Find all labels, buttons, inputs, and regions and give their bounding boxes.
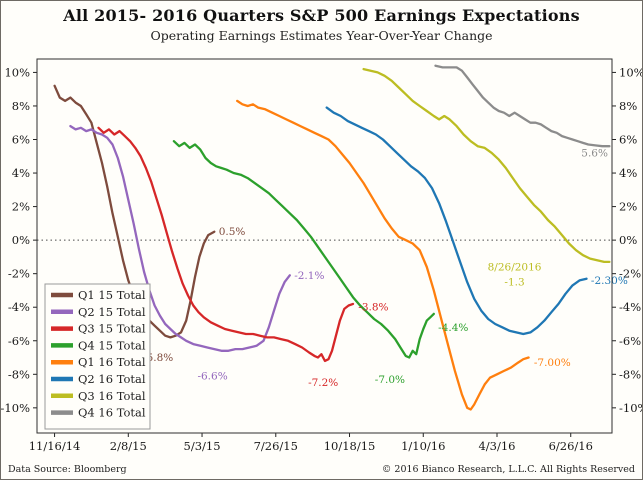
y-tick-label-right: 8% bbox=[619, 99, 637, 113]
y-tick-label-left: 8% bbox=[12, 99, 30, 113]
x-tick-label: 5/3/15 bbox=[184, 439, 221, 453]
data-source-label: Data Source: Bloomberg bbox=[8, 464, 127, 475]
annotation-label: -7.0% bbox=[375, 374, 405, 386]
plot-border bbox=[36, 58, 613, 434]
y-tick-label-left: 10% bbox=[4, 65, 30, 79]
annotation-label: 8/26/2016 bbox=[488, 261, 542, 273]
annotation-label: -5.8% bbox=[143, 352, 173, 364]
legend-label-q1-16: Q1 16 Total bbox=[78, 355, 146, 369]
x-tick-label: 11/16/14 bbox=[29, 439, 81, 453]
series-line-q2-16 bbox=[325, 106, 588, 336]
legend-label-q4-16: Q4 16 Total bbox=[78, 406, 146, 420]
y-tick-label-right: -8% bbox=[619, 367, 641, 381]
legend-box bbox=[44, 283, 151, 430]
annotation-label: -3.8% bbox=[358, 302, 388, 314]
series-line-q3-15 bbox=[97, 126, 355, 363]
annotation-label: -7.2% bbox=[308, 377, 338, 389]
legend-label-q3-15: Q3 15 Total bbox=[78, 322, 146, 336]
annotation-label: -1.3 bbox=[504, 277, 524, 289]
y-tick-label-left: -10% bbox=[1, 401, 30, 415]
y-tick-label-left: 6% bbox=[12, 133, 30, 147]
y-tick-label-right: 2% bbox=[619, 200, 637, 214]
y-tick-label-left: 4% bbox=[12, 166, 30, 180]
legend-label-q3-16: Q3 16 Total bbox=[78, 389, 146, 403]
annotation-label: -2.1% bbox=[294, 270, 324, 282]
y-tick-label-right: -10% bbox=[619, 401, 642, 415]
y-tick-label-right: 10% bbox=[619, 65, 642, 79]
legend-label-q2-15: Q2 15 Total bbox=[78, 305, 146, 319]
legend-label-q4-15: Q4 15 Total bbox=[78, 338, 146, 352]
y-tick-label-right: 6% bbox=[619, 133, 637, 147]
y-tick-label-right: -6% bbox=[619, 334, 641, 348]
series-line-q2-15 bbox=[69, 124, 291, 352]
x-tick-label: 7/26/15 bbox=[254, 439, 298, 453]
chart-title: All 2015- 2016 Quarters S&P 500 Earnings… bbox=[63, 6, 580, 25]
y-tick-label-right: -4% bbox=[619, 300, 641, 314]
x-tick-label: 4/3/16 bbox=[478, 439, 515, 453]
y-tick-label-right: 4% bbox=[619, 166, 637, 180]
series-line-q4-16 bbox=[434, 64, 611, 148]
y-tick-label-left: -6% bbox=[8, 334, 30, 348]
y-tick-label-left: -2% bbox=[8, 267, 30, 281]
annotation-label: -2.30% bbox=[591, 275, 628, 287]
y-tick-label-left: -8% bbox=[8, 367, 30, 381]
y-tick-label-right: -2% bbox=[619, 267, 641, 281]
x-tick-label: 6/26/16 bbox=[549, 439, 593, 453]
annotation-label: 0.5% bbox=[219, 226, 246, 238]
legend-label-q2-16: Q2 16 Total bbox=[78, 372, 146, 386]
series-line-q1-16 bbox=[236, 99, 530, 411]
legend-label-q1-15: Q1 15 Total bbox=[78, 288, 146, 302]
y-tick-label-left: 0% bbox=[12, 233, 30, 247]
x-tick-label: 1/10/16 bbox=[401, 439, 445, 453]
series-line-q4-15 bbox=[172, 140, 435, 359]
annotation-label: -7.00% bbox=[534, 357, 571, 369]
annotation-label: -4.4% bbox=[438, 322, 468, 334]
legend: Q1 15 Total Q2 15 Total Q3 15 Total Q4 15 T… bbox=[44, 283, 151, 430]
x-tick-label: 2/8/15 bbox=[110, 439, 147, 453]
y-tick-label-left: -4% bbox=[8, 300, 30, 314]
copyright-label: © 2016 Bianco Research, L.L.C. All Right… bbox=[381, 464, 635, 475]
y-tick-label-right: 0% bbox=[619, 233, 637, 247]
chart-subtitle: Operating Earnings Estimates Year-Over-Y… bbox=[150, 28, 493, 43]
annotation-label: -6.6% bbox=[197, 370, 227, 382]
annotation-label: 5.6% bbox=[581, 147, 608, 159]
chart-footer: Data Source: Bloomberg © 2016 Bianco Res… bbox=[8, 464, 635, 475]
y-tick-label-left: 2% bbox=[12, 200, 30, 214]
x-tick-label: 10/18/15 bbox=[324, 439, 376, 453]
series-line-q3-16 bbox=[362, 67, 611, 264]
